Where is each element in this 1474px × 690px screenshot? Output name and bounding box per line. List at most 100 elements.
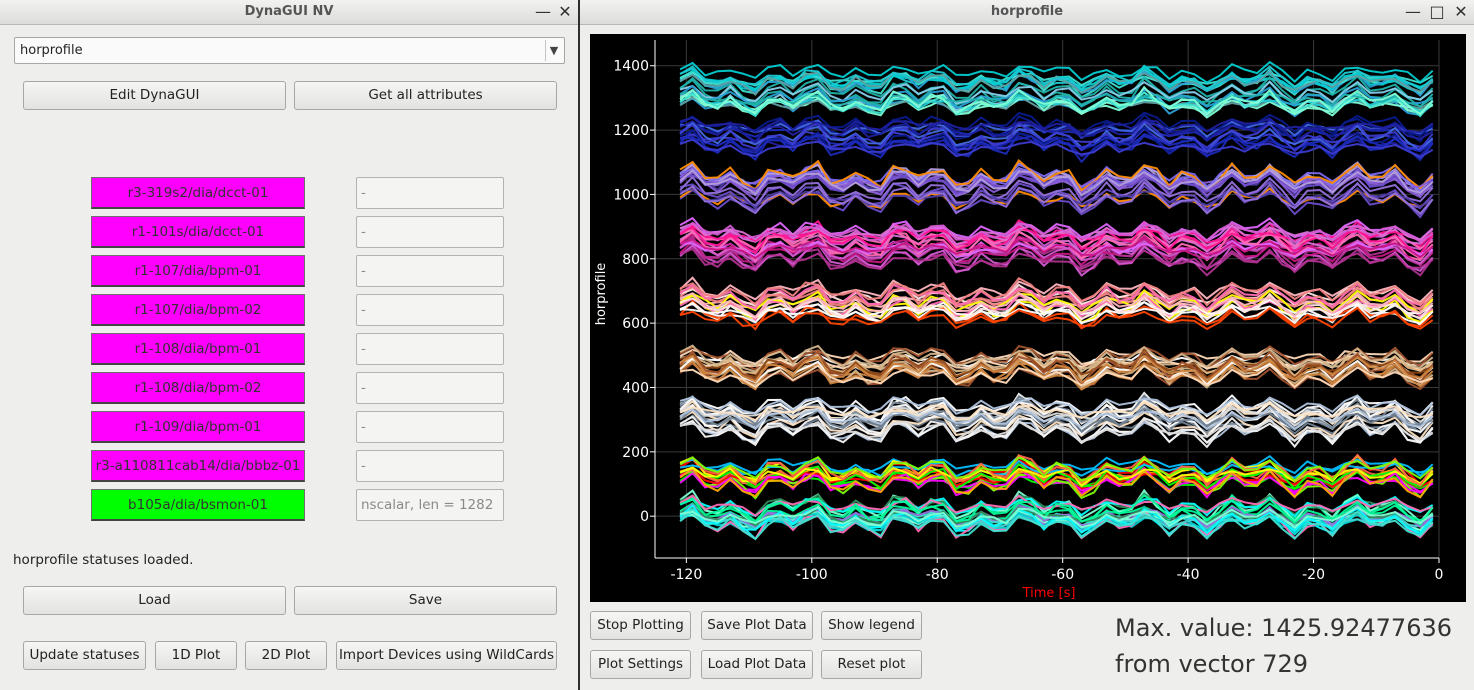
- stop-plotting-button[interactable]: Stop Plotting: [590, 611, 691, 640]
- show-legend-button[interactable]: Show legend: [821, 611, 922, 640]
- series-line: [679, 453, 1434, 488]
- save-button[interactable]: Save: [294, 586, 557, 615]
- series-line: [679, 349, 1434, 386]
- plot-area[interactable]: -120 -100 -80 -60 -40 -20 0 0 200 400 600 800 1000 12…: [590, 34, 1466, 602]
- series-line: [679, 364, 1433, 389]
- device-button[interactable]: r3-a110811cab14/dia/bbbz-01: [91, 450, 305, 482]
- plot-2d-button[interactable]: 2D Plot: [245, 641, 327, 670]
- device-value-field[interactable]: -: [356, 216, 504, 248]
- device-button[interactable]: r1-108/dia/bpm-02: [91, 372, 305, 404]
- import-wildcards-button[interactable]: Import Devices using WildCards: [336, 641, 557, 670]
- series-line: [679, 80, 1434, 105]
- load-plot-data-button[interactable]: Load Plot Data: [701, 650, 813, 679]
- y-tick-label: 400: [622, 380, 649, 396]
- config-select[interactable]: horprofile ▼: [14, 37, 565, 64]
- y-tick-label: 800: [622, 252, 649, 268]
- device-button[interactable]: r1-107/dia/bpm-02: [91, 294, 305, 326]
- series-line: [679, 111, 1434, 138]
- load-button[interactable]: Load: [23, 586, 286, 615]
- series-line: [679, 221, 1434, 244]
- plot-window: horprofile — □ ✕ -120 -100 -80 -60 -40 -20 0 0 2…: [580, 0, 1474, 690]
- series-line: [679, 237, 1434, 260]
- series-line: [679, 175, 1434, 210]
- series-line: [679, 418, 1434, 444]
- minimize-icon[interactable]: —: [535, 2, 551, 21]
- update-statuses-button[interactable]: Update statuses: [23, 641, 146, 670]
- config-select-value: horprofile: [20, 43, 83, 58]
- series-lines: [679, 60, 1434, 541]
- series-line: [679, 306, 1434, 331]
- series-line: [679, 291, 1434, 319]
- series-line: [679, 71, 1434, 97]
- device-value-field[interactable]: -: [356, 255, 504, 287]
- series-line: [679, 505, 1434, 530]
- series-line: [679, 180, 1434, 216]
- device-button[interactable]: b105a/dia/bsmon-01: [91, 489, 305, 521]
- device-value-field[interactable]: -: [356, 372, 504, 404]
- device-value-field[interactable]: -: [356, 294, 504, 326]
- series-line: [679, 299, 1434, 331]
- series-line: [679, 510, 1434, 541]
- get-all-attributes-button[interactable]: Get all attributes: [294, 81, 557, 110]
- series-line: [679, 467, 1434, 499]
- y-tick-label: 600: [622, 316, 649, 332]
- y-tick-label: 1200: [613, 123, 649, 139]
- device-button[interactable]: r1-109/dia/bpm-01: [91, 411, 305, 443]
- series-line: [679, 501, 1434, 528]
- edit-dynagui-button[interactable]: Edit DynaGUI: [23, 81, 286, 110]
- close-icon[interactable]: ✕: [1454, 2, 1468, 21]
- reset-plot-button[interactable]: Reset plot: [821, 650, 922, 679]
- maximize-icon[interactable]: □: [1429, 2, 1445, 21]
- series-line: [679, 91, 1434, 118]
- status-text: horprofile statuses loaded.: [13, 552, 194, 568]
- line-chart: -120 -100 -80 -60 -40 -20 0 0 200 400 600 800 1000 12…: [594, 40, 1443, 601]
- plot-1d-button[interactable]: 1D Plot: [155, 641, 237, 670]
- y-tick-label: 0: [640, 509, 649, 525]
- x-tick-label: 0: [1435, 567, 1444, 583]
- series-line: [679, 85, 1434, 116]
- window-title: DynaGUI NV: [244, 4, 334, 19]
- save-plot-data-button[interactable]: Save Plot Data: [701, 611, 813, 640]
- plot-settings-button[interactable]: Plot Settings: [590, 650, 691, 679]
- series-line: [679, 247, 1434, 274]
- series-line: [679, 282, 1434, 312]
- series-line: [679, 356, 1434, 386]
- device-button[interactable]: r3-319s2/dia/dcct-01: [91, 177, 305, 209]
- series-line: [679, 89, 1434, 108]
- window-title: horprofile: [990, 4, 1064, 19]
- y-tick-label: 1000: [613, 187, 649, 203]
- series-line: [679, 224, 1434, 244]
- device-value-field[interactable]: -: [356, 450, 504, 482]
- max-vector-text: from vector 729: [1115, 650, 1309, 678]
- series-line: [679, 160, 1434, 192]
- series-line: [679, 394, 1434, 431]
- series-line: [680, 132, 1434, 154]
- series-line: [679, 354, 1434, 384]
- x-tick-label: -80: [926, 567, 949, 583]
- x-tick-label: -40: [1177, 567, 1200, 583]
- chevron-down-icon[interactable]: ▼: [545, 40, 562, 61]
- close-icon[interactable]: ✕: [558, 2, 572, 21]
- series-line: [679, 116, 1434, 136]
- series-line: [679, 158, 1434, 192]
- device-value-field[interactable]: -: [356, 333, 504, 365]
- series-line: [679, 405, 1434, 431]
- axes: -120 -100 -80 -60 -40 -20 0 0 200 400 600 800 1000 12…: [613, 40, 1443, 583]
- series-line: [679, 400, 1433, 422]
- minimize-icon[interactable]: —: [1405, 2, 1421, 21]
- device-value-field[interactable]: -: [356, 177, 504, 209]
- device-button[interactable]: r1-107/dia/bpm-01: [91, 255, 305, 287]
- series-line: [679, 466, 1434, 488]
- series-line: [679, 494, 1434, 527]
- series-line: [680, 119, 1434, 140]
- x-tick-label: -100: [796, 567, 828, 583]
- plot-titlebar: horprofile — □ ✕: [580, 0, 1474, 25]
- max-value-text: Max. value: 1425.92477636: [1115, 614, 1453, 642]
- device-button[interactable]: r1-101s/dia/dcct-01: [91, 216, 305, 248]
- device-value-field[interactable]: -: [356, 411, 504, 443]
- series-line: [679, 495, 1434, 518]
- series-line: [679, 344, 1434, 373]
- series-line: [679, 277, 1434, 307]
- device-value-field[interactable]: nscalar, len = 1282: [356, 489, 504, 521]
- device-button[interactable]: r1-108/dia/bpm-01: [91, 333, 305, 365]
